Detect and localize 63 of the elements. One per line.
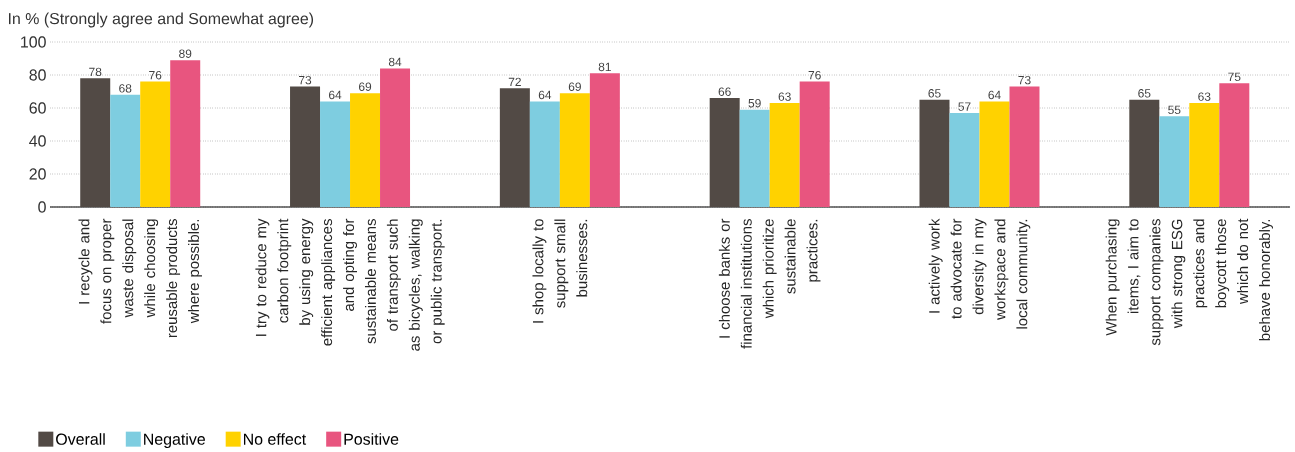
bar bbox=[799, 81, 830, 207]
x-tick-label: I shop locally to support small businesses. bbox=[532, 219, 588, 323]
data-label: 63 bbox=[1198, 92, 1211, 101]
chart-title: In % (Strongly agree and Somewhat agree) bbox=[8, 12, 314, 28]
data-label: 66 bbox=[718, 87, 731, 96]
bar bbox=[1009, 86, 1040, 207]
bar bbox=[589, 73, 620, 207]
bar bbox=[170, 60, 201, 207]
data-label: 69 bbox=[568, 82, 581, 91]
data-label: 73 bbox=[1018, 75, 1031, 85]
x-tick-label: I actively work to advocate for diversity in my workspace and local community. bbox=[928, 218, 1031, 329]
legend-label: No effect bbox=[243, 433, 307, 445]
data-label: 73 bbox=[299, 75, 312, 85]
y-tick-label: 80 bbox=[29, 69, 46, 81]
data-label: 76 bbox=[149, 70, 162, 80]
data-label: 64 bbox=[988, 90, 1001, 100]
data-label: 63 bbox=[778, 92, 791, 101]
data-label: 72 bbox=[508, 77, 521, 86]
bar bbox=[919, 99, 950, 207]
data-label: 65 bbox=[928, 89, 941, 98]
data-label: 65 bbox=[1138, 89, 1151, 98]
bar bbox=[979, 101, 1010, 207]
x-tick-label: I choose banks or financial institutions which prioritize sustainable practices. bbox=[718, 218, 821, 349]
bar bbox=[709, 98, 740, 207]
bar bbox=[529, 101, 560, 207]
x-tick-label: I recycle and focus on proper waste disposal while choosing reusable products where possible. bbox=[78, 218, 202, 338]
y-tick-label: 40 bbox=[29, 135, 46, 147]
y-tick-label: 0 bbox=[38, 201, 46, 213]
legend-label: Overall bbox=[56, 433, 105, 445]
data-label: 68 bbox=[119, 84, 132, 93]
bar bbox=[559, 93, 590, 207]
bar bbox=[1189, 103, 1220, 207]
y-tick-label: 20 bbox=[29, 168, 46, 180]
bar bbox=[769, 103, 800, 207]
bar bbox=[350, 93, 381, 207]
bar bbox=[110, 94, 141, 207]
bar bbox=[1219, 83, 1250, 207]
data-label: 57 bbox=[958, 102, 971, 111]
data-label: 84 bbox=[388, 57, 402, 67]
data-label: 69 bbox=[359, 82, 372, 91]
data-label: 75 bbox=[1228, 72, 1241, 82]
data-label: 64 bbox=[329, 90, 342, 100]
bar bbox=[140, 81, 171, 207]
bar bbox=[80, 78, 111, 207]
bar bbox=[739, 109, 770, 207]
bar bbox=[380, 68, 411, 207]
data-label: 59 bbox=[748, 98, 761, 108]
y-tick-label: 60 bbox=[29, 102, 46, 114]
data-label: 64 bbox=[538, 90, 552, 100]
legend-label: Negative bbox=[144, 433, 205, 448]
bar bbox=[1159, 116, 1190, 207]
y-tick-label: 100 bbox=[21, 36, 46, 48]
data-label: 81 bbox=[598, 62, 611, 72]
x-tick-label: When purchasing items, I aim to support companies with strong ESG practices and boycott those which do not behave honorably. bbox=[1105, 218, 1273, 346]
legend-label: Positive bbox=[344, 433, 399, 445]
bar bbox=[320, 101, 351, 207]
category-label: I try to reduce my carbon footprint by using energy efficient appliances and opting for sustainable means of transport such as bicycles, walking or public transport. bbox=[255, 218, 445, 351]
data-label: 76 bbox=[808, 70, 821, 80]
data-label: 78 bbox=[89, 67, 102, 77]
bar bbox=[499, 88, 530, 207]
data-label: 89 bbox=[179, 49, 192, 58]
data-label: 55 bbox=[1168, 105, 1181, 115]
bar bbox=[949, 112, 980, 207]
